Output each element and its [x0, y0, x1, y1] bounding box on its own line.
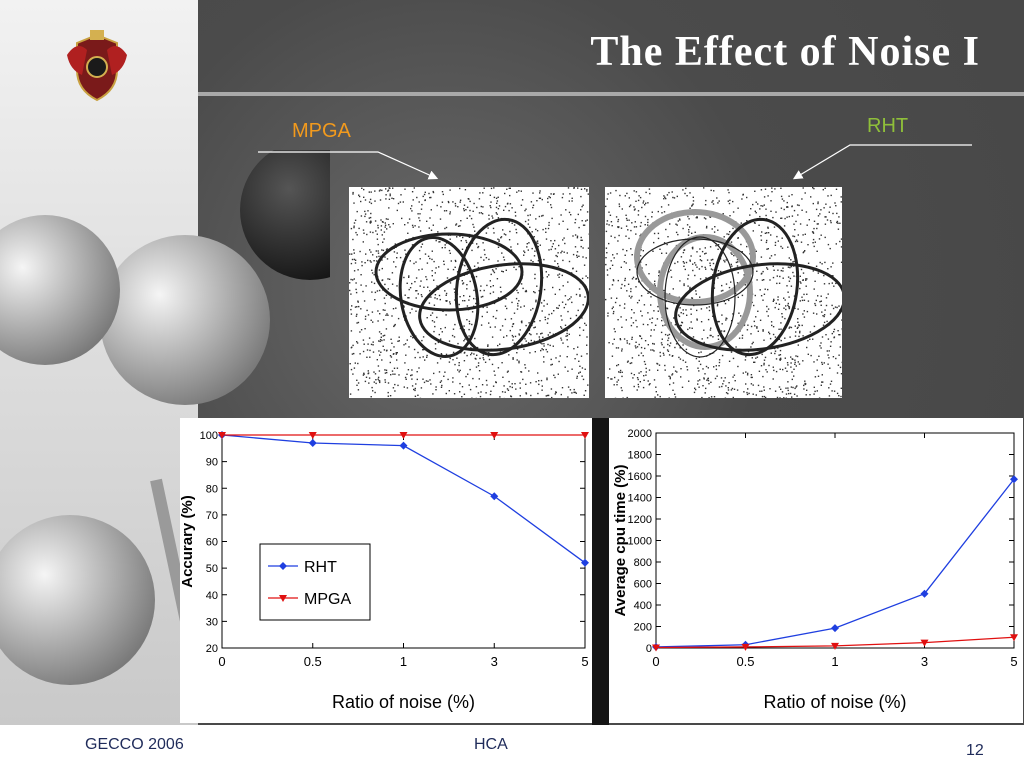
- legend-label: RHT: [304, 559, 337, 576]
- y-tick-label: 0: [646, 643, 652, 655]
- y-axis-label: Average cpu time (%): [612, 465, 629, 617]
- x-tick-label: 0.5: [736, 654, 754, 669]
- accuracy-chart: 20 30 40 50 60 70 80 90 100 0 0.5 1 3 5 Ratio of noise…: [179, 430, 589, 712]
- y-tick-label: 100: [200, 430, 218, 442]
- data-point: [399, 432, 408, 439]
- chart-legend: RHT MPGA: [259, 543, 371, 621]
- x-tick-label: 0: [652, 654, 659, 669]
- mpga-arrow: [258, 151, 439, 180]
- x-tick-label: 3: [491, 654, 498, 669]
- y-tick-label: 600: [634, 579, 652, 591]
- cpu-time-chart-panel: 0 200 400 600 800 1000 1200 1400 1600 1800 2000 0 0.…: [609, 418, 1023, 723]
- y-axis-label: Accurary (%): [180, 495, 196, 588]
- x-axis-label: Ratio of noise (%): [763, 692, 906, 712]
- y-tick-label: 60: [206, 537, 218, 549]
- data-point: [581, 432, 589, 439]
- x-tick-label: 3: [921, 654, 928, 669]
- chart-gap: [592, 418, 609, 725]
- accuracy-chart-panel: 20 30 40 50 60 70 80 90 100 0 0.5 1 3 5 Ratio of noise…: [179, 418, 592, 723]
- x-tick-label: 1: [400, 654, 407, 669]
- cpu-time-chart: 0 200 400 600 800 1000 1200 1400 1600 1800 2000 0 0.…: [612, 428, 1018, 712]
- mpga-label: MPGA: [292, 120, 351, 142]
- y-tick-label: 2000: [628, 428, 652, 440]
- rht-label: RHT: [867, 115, 909, 137]
- data-point: [490, 432, 499, 439]
- data-point: [1010, 475, 1018, 484]
- page-number: 12: [966, 742, 984, 759]
- x-tick-label: 0: [218, 654, 225, 669]
- data-point: [920, 639, 929, 647]
- y-tick-label: 1800: [628, 450, 652, 462]
- mpga-result-image: [349, 187, 590, 400]
- mpga-ellipses: [349, 187, 590, 400]
- footer-center: HCA: [474, 736, 508, 753]
- rht-result-image: [605, 187, 846, 400]
- data-point: [399, 441, 408, 450]
- university-crest-logo: [67, 30, 127, 102]
- light-sphere-bottom: [0, 515, 155, 685]
- light-sphere-left: [0, 215, 120, 365]
- data-point: [218, 432, 226, 439]
- rht-arrow: [792, 144, 972, 180]
- footer-conference: GECCO 2006: [85, 736, 184, 753]
- y-tick-label: 1000: [628, 536, 652, 548]
- y-tick-label: 40: [206, 590, 218, 602]
- rht-ellipses: [605, 187, 846, 400]
- y-tick-label: 1400: [628, 493, 652, 505]
- legend-label: MPGA: [304, 591, 351, 608]
- data-point: [1010, 634, 1018, 642]
- title-divider: [198, 92, 1024, 96]
- plot-area: [655, 432, 1015, 649]
- data-point: [490, 492, 499, 501]
- noise-pixels: [349, 187, 590, 400]
- x-tick-label: 5: [1010, 654, 1017, 669]
- dark-sphere: [240, 150, 330, 280]
- data-point: [920, 589, 929, 598]
- callout-arrows: [258, 144, 972, 180]
- y-tick-label: 80: [206, 483, 218, 495]
- data-point: [652, 644, 660, 652]
- y-tick-label: 1600: [628, 471, 652, 483]
- data-point: [581, 558, 589, 567]
- x-axis-label: Ratio of noise (%): [332, 692, 475, 712]
- light-sphere: [100, 235, 270, 405]
- slide-footer: GECCO 2006 HCA 12: [0, 725, 1024, 768]
- y-tick-label: 400: [634, 600, 652, 612]
- data-point: [308, 438, 317, 447]
- y-tick-label: 1200: [628, 514, 652, 526]
- slide-title: The Effect of Noise I: [590, 29, 980, 75]
- y-tick-label: 20: [206, 643, 218, 655]
- data-point: [308, 432, 317, 439]
- y-tick-label: 800: [634, 557, 652, 569]
- data-point: [831, 642, 839, 650]
- y-tick-label: 50: [206, 563, 218, 575]
- y-tick-label: 90: [206, 457, 218, 469]
- data-point: [741, 643, 750, 651]
- y-tick-label: 30: [206, 616, 218, 628]
- y-tick-label: 200: [634, 622, 652, 634]
- x-tick-label: 5: [581, 654, 588, 669]
- x-tick-label: 0.5: [304, 654, 322, 669]
- data-point: [831, 624, 839, 633]
- y-tick-label: 70: [206, 510, 218, 522]
- x-tick-label: 1: [831, 654, 838, 669]
